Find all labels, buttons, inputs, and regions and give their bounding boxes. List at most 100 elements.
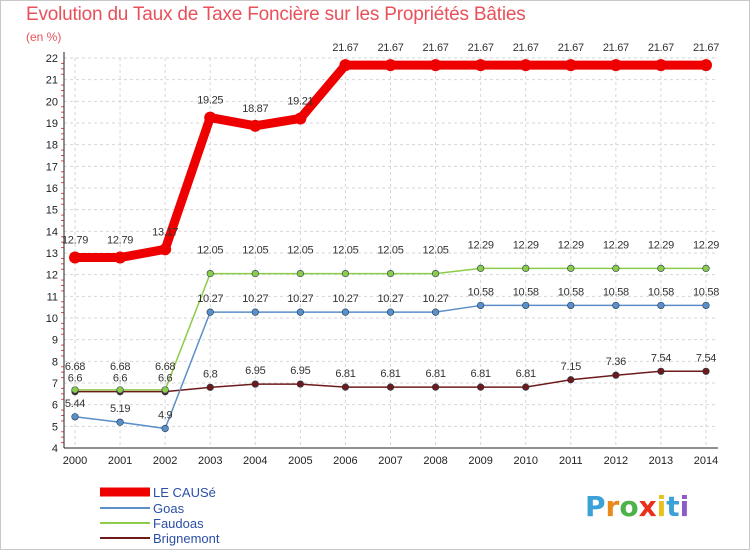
x-tick-label: 2010 [513,455,537,467]
data-label: 6.81 [425,368,445,380]
data-label: 6.6 [68,373,83,385]
y-tick-label: 4 [52,443,58,455]
data-label: 10.58 [693,286,719,298]
data-label: 5.19 [110,403,130,415]
y-tick-label: 18 [46,140,58,152]
y-tick-label: 20 [46,96,58,108]
data-point [341,383,350,391]
data-point [612,371,620,379]
data-label: 6.68 [155,361,175,373]
x-tick-label: 2012 [604,455,628,467]
y-tick-label: 11 [47,291,58,303]
data-point [477,383,485,391]
data-label: 10.58 [468,286,494,298]
data-label: 6.81 [335,368,355,380]
data-point [251,308,259,316]
chart-title: Evolution du Taux de Taxe Foncière sur l… [26,4,526,25]
y-tick-label: 14 [46,226,58,238]
y-tick-label: 13 [46,248,58,260]
data-label: 12.05 [423,245,449,257]
data-label: 10.58 [648,286,674,298]
data-label: 21.67 [603,42,629,54]
data-label: 21.67 [513,42,539,54]
data-point [612,264,620,272]
y-tick-label: 5 [52,421,58,433]
data-label-layer: 12.79 12.79 13.17 19.25 18.87 19.21 21.67 21.67… [62,42,720,421]
data-label: 21.67 [468,42,494,54]
data-label: 12.79 [107,235,133,247]
data-label: 10.27 [287,293,313,305]
data-point [71,386,79,394]
data-point [567,376,575,384]
y-tick-label: 17 [46,161,58,173]
data-label: 6.95 [290,365,310,377]
data-point [702,367,710,375]
x-tick-label: 2001 [108,455,132,467]
data-point [474,59,487,72]
data-label: 6.68 [110,361,130,373]
data-point [384,59,397,72]
y-tick-label: 10 [46,313,58,325]
data-point [567,264,575,272]
data-point [161,386,169,394]
y-tick-label: 15 [46,205,58,217]
data-label: 10.58 [558,286,584,298]
data-point [159,243,172,256]
data-point [296,269,304,278]
data-label: 6.68 [65,361,85,373]
data-label: 10.27 [197,293,223,305]
y-tick-label: 21 [46,75,58,87]
data-point [567,301,575,310]
data-label: 21.67 [648,42,674,54]
data-point [294,112,307,125]
data-label: 7.36 [606,356,626,368]
data-point [339,59,352,72]
data-label: 21.67 [693,42,719,54]
data-label: 7.54 [651,352,671,364]
logo-letter: t [666,490,680,523]
y-tick-label: 12 [46,270,58,282]
y-tick-label: 6 [52,400,58,412]
x-tick-label: 2009 [468,455,492,467]
data-label: 6.6 [113,373,128,385]
data-label: 10.27 [377,293,403,305]
x-tick-label: 2007 [378,455,402,467]
data-label: 18.87 [242,103,268,115]
data-label: 7.15 [561,361,581,373]
data-point [296,380,304,388]
data-label: 6.6 [158,373,173,385]
x-tick-label: 2013 [649,455,673,467]
data-label: 21.67 [423,42,449,54]
data-point [431,383,440,391]
data-point [477,301,485,310]
data-label: 21.67 [558,42,584,54]
data-label: 6.81 [516,368,536,380]
y-tick-label: 9 [52,335,58,347]
data-label: 12.05 [197,245,223,257]
data-label: 10.27 [242,293,268,305]
data-point [386,269,395,278]
data-point [657,301,665,310]
legend-label: LE CAUSé [153,485,216,500]
y-tick-label: 19 [46,118,58,130]
legend-label: Brignemont [153,531,220,546]
x-tick-label: 2006 [333,455,357,467]
data-point [341,269,350,278]
data-point [431,269,440,278]
data-label: 12.05 [287,245,313,257]
data-point [251,269,259,278]
logo-letter: i [656,490,667,523]
y-tick-label: 7 [52,378,58,390]
data-point [657,367,665,375]
logo-letter: i [679,490,690,523]
data-point [71,413,79,421]
data-label: 12.29 [513,239,539,251]
data-point [522,383,530,391]
data-point [522,264,530,272]
logo-letter: x [638,490,657,523]
x-tick-label: 2002 [153,455,177,467]
data-point [341,308,350,316]
y-tick-label: 22 [46,53,58,65]
data-point [206,308,214,316]
